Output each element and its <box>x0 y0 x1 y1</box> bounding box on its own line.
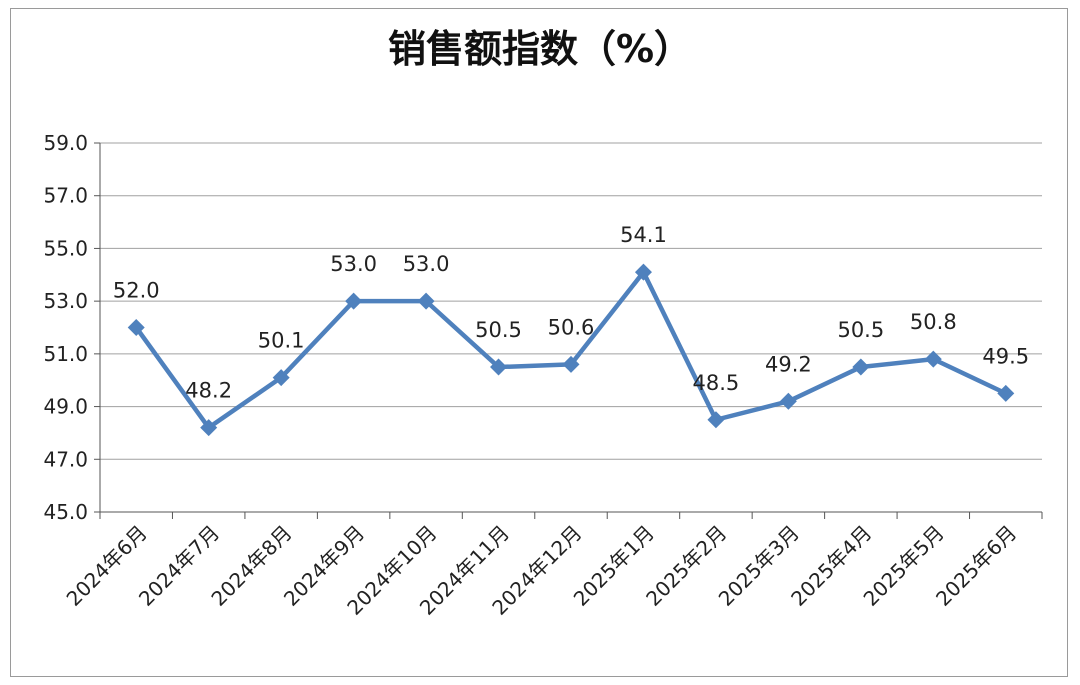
x-axis-ticks: 2024年6月2024年7月2024年8月2024年9月2024年10月2024… <box>62 521 1022 620</box>
data-label: 53.0 <box>403 252 450 276</box>
data-label: 52.0 <box>113 279 160 303</box>
y-tick-label: 47.0 <box>43 447 88 471</box>
data-label: 50.5 <box>475 318 522 342</box>
data-label: 54.1 <box>620 223 667 247</box>
data-label: 49.5 <box>982 344 1029 368</box>
data-point <box>490 358 508 376</box>
data-label: 48.2 <box>185 379 232 403</box>
y-tick-label: 45.0 <box>43 500 88 524</box>
y-tick-label: 57.0 <box>43 184 88 208</box>
data-label: 49.2 <box>765 352 812 376</box>
data-label: 53.0 <box>330 252 377 276</box>
axes <box>99 143 1043 519</box>
data-label: 48.5 <box>693 371 740 395</box>
data-point <box>707 411 725 429</box>
data-point <box>417 292 435 310</box>
y-axis-ticks: 45.0 47.0 49.0 51.0 53.0 55.0 57.0 59.0 <box>43 131 100 524</box>
y-tick-label: 53.0 <box>43 289 88 313</box>
data-point <box>779 392 797 410</box>
chart-frame <box>10 8 1068 677</box>
data-point <box>272 369 290 387</box>
data-point <box>997 384 1015 402</box>
data-point <box>852 358 870 376</box>
data-label: 50.8 <box>910 310 957 334</box>
data-label: 50.5 <box>837 318 884 342</box>
data-point <box>127 319 145 336</box>
data-labels: 52.0 48.2 50.1 53.0 53.0 50.5 50.6 54.1 48.5 49.2… <box>113 223 1029 403</box>
data-point <box>634 263 652 281</box>
y-tick-label: 59.0 <box>43 131 88 155</box>
gridlines <box>100 142 1042 460</box>
data-point <box>200 419 218 437</box>
data-point <box>562 355 580 373</box>
y-tick-label: 55.0 <box>43 236 88 260</box>
data-point <box>345 292 363 310</box>
chart-title: 销售额指数（%） <box>388 27 692 71</box>
data-label: 50.6 <box>548 315 595 339</box>
y-tick-label: 51.0 <box>43 342 88 366</box>
data-point <box>924 350 942 368</box>
data-label: 50.1 <box>258 329 305 353</box>
y-tick-label: 49.0 <box>43 395 88 419</box>
series-markers <box>127 263 1015 437</box>
